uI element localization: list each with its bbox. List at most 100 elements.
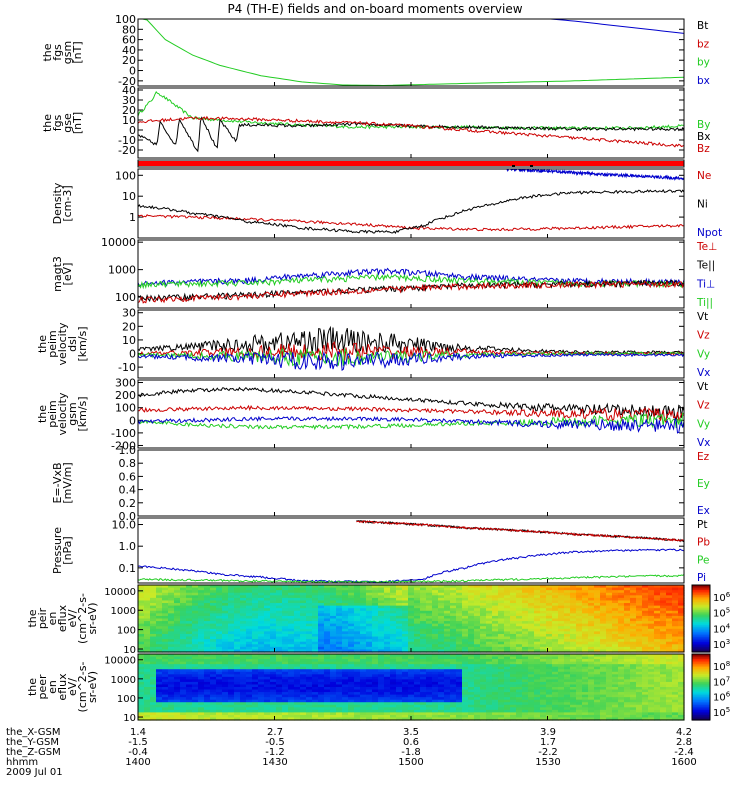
- y-axis-label: thepeimvelocitydsl[km/s]: [36, 322, 89, 365]
- panel-temperature: 10000 1000 100 magt3[eV] Te⊥ Te|| Ti⊥ Ti||: [51, 236, 717, 309]
- legend-entry: Ni: [697, 199, 708, 211]
- footer-row-y: the_Y-GSM -1.5 -0.5 0.6 1.7 2.8: [0, 738, 750, 748]
- y-tick-label: 0.6: [119, 470, 137, 483]
- footer-value: -0.4: [128, 747, 148, 758]
- series-Npot: [506, 169, 684, 181]
- series-Vx: [138, 415, 684, 434]
- legend-entry: Npot: [697, 227, 722, 239]
- y-tick-label: 0: [129, 65, 136, 78]
- y-tick-label: 60: [122, 34, 136, 47]
- y-tick-label: 0: [129, 124, 136, 137]
- y-tick-label: 0.0: [119, 510, 137, 523]
- footer-value: 1500: [398, 757, 424, 768]
- y-tick-label: 1000: [108, 264, 136, 277]
- y-tick-label: -10: [118, 361, 136, 374]
- y-tick-label: 1000: [111, 606, 136, 617]
- colorbar-tick-label: 106: [713, 591, 731, 604]
- panel-frame: [137, 517, 685, 584]
- legend-entry: Vz: [697, 400, 710, 412]
- series-Bz: [138, 115, 684, 148]
- colorbar-tick-label: 107: [713, 675, 730, 688]
- y-tick-label: 0.4: [119, 484, 137, 497]
- footer-label-y: the_Y-GSM: [6, 737, 60, 748]
- y-tick-label: 100: [117, 626, 136, 637]
- spectrogram-cells: [138, 585, 685, 653]
- panel-frame: [137, 584, 685, 653]
- legend-entry: Pe: [697, 554, 709, 566]
- footer-label-date: 2009 Jul 01: [6, 767, 63, 778]
- y-tick-label: 20: [122, 320, 136, 333]
- y-tick-label: 0.2: [119, 497, 137, 510]
- footer-label-x: the_X-GSM: [6, 727, 61, 738]
- panel-frame: [137, 239, 685, 309]
- footer-value: -0.5: [265, 737, 285, 748]
- series-by: [138, 19, 684, 86]
- y-axis-label: thepeimvelocitygsm[km/s]: [36, 392, 89, 435]
- y-tick-label: -20: [118, 75, 136, 88]
- y-axis-label: thefgsgsm[nT]: [41, 41, 84, 64]
- colorbar-tick-label: 106: [713, 691, 731, 704]
- legend-entry: Ti||: [696, 297, 713, 309]
- y-axis-label: magt3[eV]: [51, 256, 74, 292]
- panel-frame: [137, 379, 685, 449]
- series-Vy: [138, 412, 684, 431]
- y-tick-label: 0.8: [119, 457, 137, 470]
- footer-row-x: the_X-GSM 1.4 2.7 3.5 3.9 4.2: [0, 728, 750, 738]
- y-tick-label: 1.0: [119, 444, 137, 457]
- y-tick-label: 10000: [101, 236, 136, 249]
- y-tick-label: 10: [122, 334, 136, 347]
- y-tick-label: 10: [122, 190, 136, 203]
- stacked-plot-panels: 100806040200-20thefgsgsm[nT]Btbzbybx4030…: [26, 13, 731, 722]
- footer-value: -2.4: [674, 747, 694, 758]
- y-tick-label: 20: [122, 54, 136, 67]
- panel-frame: [137, 87, 685, 159]
- panel-efield: 1.00.80.60.40.20.0 E=-VxB[mV/m] Ez Ey Ex: [51, 444, 710, 523]
- y-tick-label: 10: [122, 114, 136, 127]
- y-tick-label: 1: [129, 211, 136, 224]
- y-tick-label: 0: [129, 348, 136, 361]
- y-axis-label: Density[cm-3]: [51, 182, 74, 224]
- y-tick-label: 10.0: [112, 519, 137, 532]
- series-Vz: [138, 341, 684, 361]
- panel-peir-spectrogram: 10000 1000 100 10 106 105 104 103 thepeireneflux…: [26, 584, 731, 656]
- panel-peer-spectrogram: 10000 1000 100 10 108 107 106 105 thepeereneflux…: [26, 653, 731, 722]
- legend-entry: bx: [697, 75, 710, 87]
- y-tick-label: -20: [118, 144, 136, 157]
- flag-mark: [530, 165, 533, 167]
- y-tick-label: 80: [122, 23, 136, 36]
- footer-value: 1530: [535, 757, 561, 768]
- legend-entry: Pt: [697, 519, 707, 531]
- legend-entry: by: [697, 57, 710, 69]
- y-tick-label: 20: [122, 104, 136, 117]
- series-Bx: [138, 116, 684, 153]
- panel-density: 100 10 1 Density[cm-3] Ne Ni Npot: [51, 168, 722, 239]
- flag-mark: [512, 165, 515, 167]
- flag-bar-fill: [138, 161, 684, 166]
- spectrogram-cells: [138, 654, 685, 721]
- footer-value: 4.2: [676, 727, 692, 738]
- y-tick-label: 100: [115, 402, 136, 415]
- series-Pb: [356, 520, 684, 542]
- colorbar-tick-label: 105: [713, 607, 730, 620]
- panel-frame: [137, 309, 685, 379]
- series-Vz: [138, 404, 684, 424]
- series-Vx: [138, 350, 684, 372]
- panel-frame: [137, 18, 685, 87]
- legend-entry: Vx: [697, 367, 710, 379]
- panel-frame: [137, 159, 685, 168]
- legend-entry: Pb: [697, 537, 710, 549]
- legend-entry: Ex: [697, 505, 710, 517]
- legend-entry: Vt: [697, 381, 708, 393]
- series-Ni: [138, 189, 684, 235]
- footer-row-z: the_Z-GSM -0.4 -1.2 -1.8 -2.2 -2.4: [0, 748, 750, 758]
- legend-entry: Ti⊥: [696, 278, 715, 290]
- panel-pressure: 10.0 1.0 0.1 Pressure[nPa] Pt Pb Pe Pi: [51, 517, 710, 584]
- y-tick-label: 0: [129, 414, 136, 427]
- legend-entry: Vy: [697, 418, 710, 430]
- series-Te||: [138, 279, 684, 303]
- y-tick-label: 1000: [111, 675, 136, 686]
- footer-value: -1.8: [401, 747, 421, 758]
